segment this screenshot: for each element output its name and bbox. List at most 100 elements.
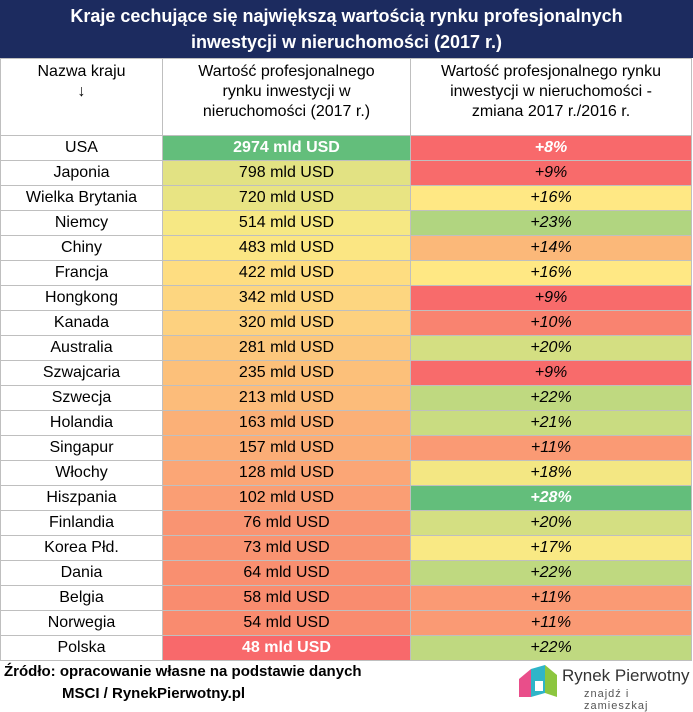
change: +11% <box>410 610 692 636</box>
row: Francja 422 mld USD +16% <box>0 260 692 286</box>
country: Belgia <box>0 585 163 611</box>
row: Chiny 483 mld USD +14% <box>0 235 692 261</box>
row: Singapur 157 mld USD +11% <box>0 435 692 461</box>
row: Włochy 128 mld USD +18% <box>0 460 692 486</box>
change: +23% <box>410 210 692 236</box>
change: +20% <box>410 510 692 536</box>
header-line: Wartość profesjonalnego rynku <box>441 63 661 80</box>
country: Szwajcaria <box>0 360 163 386</box>
market-value: 157 mld USD <box>162 435 411 461</box>
logo-icon <box>519 665 557 697</box>
row: Holandia 163 mld USD +21% <box>0 410 692 436</box>
row: Szwajcaria 235 mld USD +9% <box>0 360 692 386</box>
header-line: rynku inwestycji w <box>222 83 351 100</box>
source: Źródło: opracowanie własne na podstawie … <box>4 661 362 705</box>
row: Kanada 320 mld USD +10% <box>0 310 692 336</box>
change: +21% <box>410 410 692 436</box>
country: Singapur <box>0 435 163 461</box>
country: Niemcy <box>0 210 163 236</box>
row: Norwegia 54 mld USD +11% <box>0 610 692 636</box>
market-value: 235 mld USD <box>162 360 411 386</box>
change: +9% <box>410 160 692 186</box>
change: +14% <box>410 235 692 261</box>
country: Włochy <box>0 460 163 486</box>
row: Hiszpania 102 mld USD +28% <box>0 485 692 511</box>
market-value: 342 mld USD <box>162 285 411 311</box>
country: Holandia <box>0 410 163 436</box>
country: Korea Płd. <box>0 535 163 561</box>
row: Finlandia 76 mld USD +20% <box>0 510 692 536</box>
change: +16% <box>410 260 692 286</box>
change: +9% <box>410 360 692 386</box>
change: +16% <box>410 185 692 211</box>
table: Nazwa kraju ↓ Wartość profesjonalnego rynku… <box>0 58 692 661</box>
change: +9% <box>410 285 692 311</box>
market-value: 213 mld USD <box>162 385 411 411</box>
market-value: 483 mld USD <box>162 235 411 261</box>
market-value: 281 mld USD <box>162 335 411 361</box>
row: Australia 281 mld USD +20% <box>0 335 692 361</box>
market-value: 64 mld USD <box>162 560 411 586</box>
header-line: Nazwa kraju <box>37 63 126 80</box>
row: Dania 64 mld USD +22% <box>0 560 692 586</box>
source-line: Źródło: opracowanie własne na podstawie … <box>4 663 362 680</box>
header-line: zmiana 2017 r./2016 r. <box>471 103 631 120</box>
change: +22% <box>410 560 692 586</box>
country: Polska <box>0 635 163 661</box>
country: Hongkong <box>0 285 163 311</box>
header-line: nieruchomości (2017 r.) <box>202 103 371 120</box>
country: Dania <box>0 560 163 586</box>
market-value: 54 mld USD <box>162 610 411 636</box>
change: +17% <box>410 535 692 561</box>
market-value: 514 mld USD <box>162 210 411 236</box>
country: Kanada <box>0 310 163 336</box>
country: Hiszpania <box>0 485 163 511</box>
market-value: 76 mld USD <box>162 510 411 536</box>
change: +28% <box>410 485 692 511</box>
column-header: Wartość profesjonalnego rynku inwestycji … <box>410 58 692 136</box>
column-header: Nazwa kraju ↓ <box>0 58 163 136</box>
header-row: Nazwa kraju ↓ Wartość profesjonalnego rynku… <box>0 58 692 136</box>
row: Niemcy 514 mld USD +23% <box>0 210 692 236</box>
change: +22% <box>410 635 692 661</box>
row: Hongkong 342 mld USD +9% <box>0 285 692 311</box>
market-value: 798 mld USD <box>162 160 411 186</box>
title: Kraje cechujące się największą wartością… <box>0 0 693 58</box>
title-line: Kraje cechujące się największą wartością… <box>70 6 623 26</box>
country: Norwegia <box>0 610 163 636</box>
market-value: 128 mld USD <box>162 460 411 486</box>
row: USA 2974 mld USD +8% <box>0 135 692 161</box>
row: Japonia 798 mld USD +9% <box>0 160 692 186</box>
row: Szwecja 213 mld USD +22% <box>0 385 692 411</box>
source-line: MSCI / RynekPierwotny.pl <box>62 685 246 702</box>
country: Australia <box>0 335 163 361</box>
country: USA <box>0 135 163 161</box>
header-line: inwestycji w nieruchomości - <box>450 83 652 100</box>
market-value: 422 mld USD <box>162 260 411 286</box>
change: +11% <box>410 585 692 611</box>
brand: Rynek Pierwotny <box>562 666 690 685</box>
row: Wielka Brytania 720 mld USD +16% <box>0 185 692 211</box>
change: +18% <box>410 460 692 486</box>
market-value: 48 mld USD <box>162 635 411 661</box>
change: +20% <box>410 335 692 361</box>
header-line: ↓ <box>77 83 86 100</box>
column-header: Wartość profesjonalnego rynku inwestycji … <box>162 58 411 136</box>
row: Belgia 58 mld USD +11% <box>0 585 692 611</box>
row: Polska 48 mld USD +22% <box>0 635 692 661</box>
country: Japonia <box>0 160 163 186</box>
country: Finlandia <box>0 510 163 536</box>
country: Szwecja <box>0 385 163 411</box>
country: Chiny <box>0 235 163 261</box>
row: Korea Płd. 73 mld USD +17% <box>0 535 692 561</box>
country: Wielka Brytania <box>0 185 163 211</box>
country: Francja <box>0 260 163 286</box>
market-value: 163 mld USD <box>162 410 411 436</box>
change: +11% <box>410 435 692 461</box>
title-line: inwestycji w nieruchomości (2017 r.) <box>190 32 503 52</box>
change: +10% <box>410 310 692 336</box>
market-value: 73 mld USD <box>162 535 411 561</box>
market-value: 2974 mld USD <box>162 135 411 161</box>
change: +22% <box>410 385 692 411</box>
